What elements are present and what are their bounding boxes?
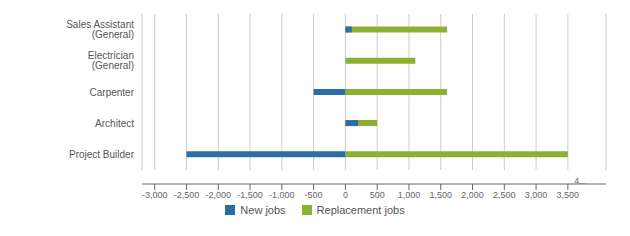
svg-text:Project Builder: Project Builder <box>69 149 135 160</box>
svg-text:Sales Assistant(General): Sales Assistant(General) <box>66 19 134 40</box>
svg-text:2,000: 2,000 <box>461 190 484 200</box>
svg-text:2,500: 2,500 <box>493 190 516 200</box>
svg-text:-500: -500 <box>305 190 323 200</box>
svg-text:1,000: 1,000 <box>398 190 421 200</box>
svg-text:-3,000: -3,000 <box>142 190 168 200</box>
svg-text:Architect: Architect <box>95 118 134 129</box>
svg-text:Carpenter: Carpenter <box>90 87 135 98</box>
svg-text:3,500: 3,500 <box>557 190 580 200</box>
svg-text:3,000: 3,000 <box>525 190 548 200</box>
svg-text:-2,000: -2,000 <box>206 190 232 200</box>
svg-text:0: 0 <box>343 190 348 200</box>
svg-text:-1,000: -1,000 <box>269 190 295 200</box>
svg-text:Electrician(General): Electrician(General) <box>88 50 134 71</box>
svg-text:4...: 4... <box>574 176 587 186</box>
svg-text:-2,500: -2,500 <box>174 190 200 200</box>
html-text:Replacement jobs: Replacement jobs <box>316 204 405 216</box>
html-text:New jobs: New jobs <box>240 204 286 216</box>
svg-text:500: 500 <box>370 190 385 200</box>
svg-text:1,500: 1,500 <box>429 190 452 200</box>
svg-text:-1,500: -1,500 <box>237 190 263 200</box>
